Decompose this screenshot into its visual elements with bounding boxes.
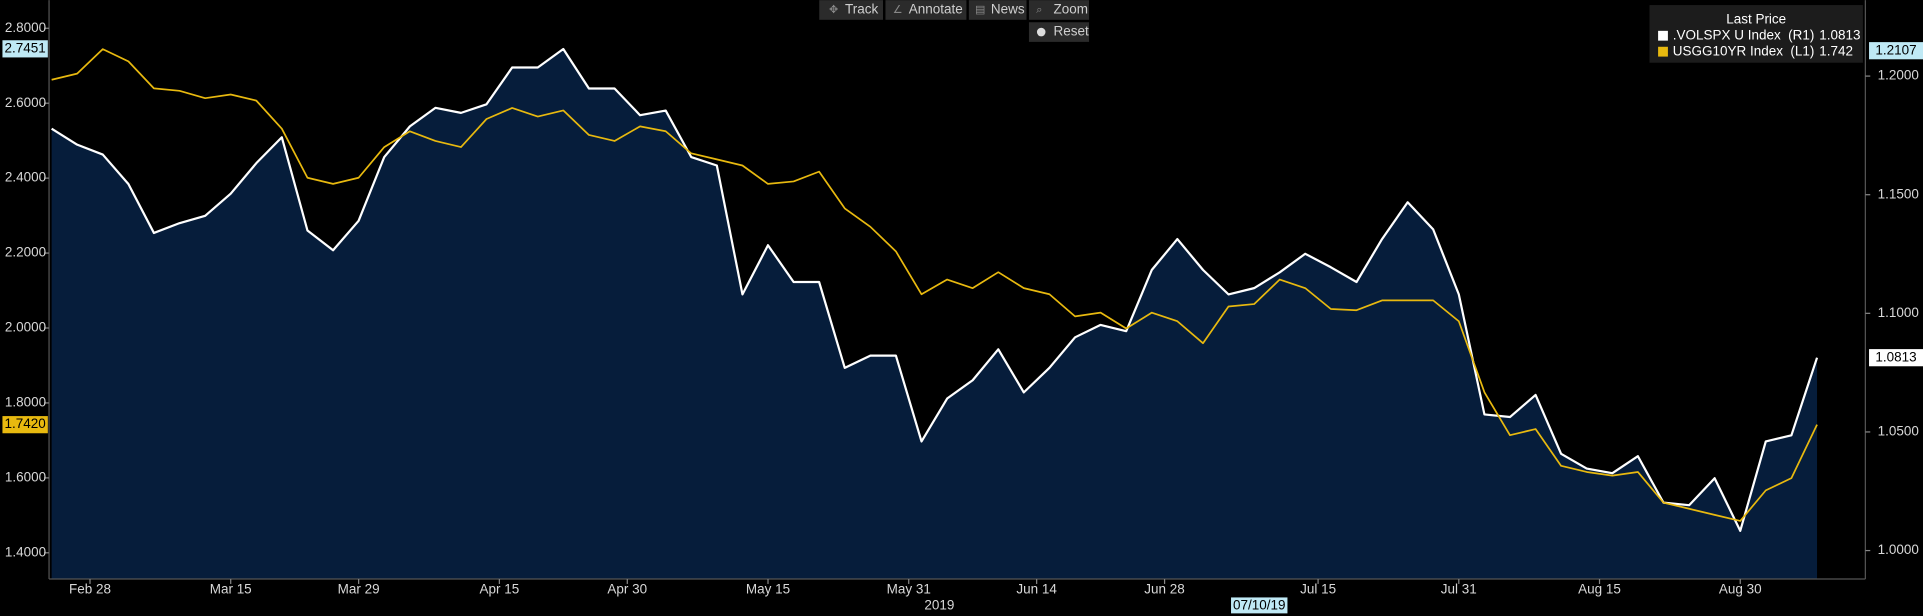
x-tick-label: May 15 bbox=[746, 582, 790, 597]
x-tick-label: Mar 29 bbox=[338, 582, 380, 597]
y2-tick-label: 1.1000 bbox=[1878, 305, 1919, 320]
x-tick-label: Feb 28 bbox=[69, 582, 111, 597]
toolbar: ✥ Track ∠ Annotate ▤ News ⌕ Zoom Reset bbox=[819, 0, 1090, 42]
x-tick-label: Jun 28 bbox=[1144, 582, 1185, 597]
legend-swatch bbox=[1658, 30, 1668, 41]
legend-title: Last Price bbox=[1726, 11, 1786, 26]
x-tick-label: Jul 31 bbox=[1441, 582, 1477, 597]
x-marker-box bbox=[1231, 597, 1288, 614]
annotate-icon: ∠ bbox=[893, 4, 903, 16]
track-icon: ✥ bbox=[829, 4, 838, 16]
reset-button[interactable] bbox=[1028, 22, 1090, 42]
x-marker-label: 07/10/19 bbox=[1233, 598, 1286, 613]
axis-marker-label: 2.7451 bbox=[5, 40, 46, 55]
track-label: Track bbox=[845, 2, 878, 17]
legend-box bbox=[1649, 5, 1863, 63]
news-label: News bbox=[991, 2, 1025, 17]
legend-label: .VOLSPX U Index (R1) 1.0813 bbox=[1673, 27, 1861, 42]
y2-tick-label: 1.0000 bbox=[1878, 542, 1919, 557]
legend-axis-tag: (R1) bbox=[1788, 27, 1814, 42]
legend-name: .VOLSPX U Index bbox=[1673, 27, 1781, 42]
x-tick-label: May 31 bbox=[887, 582, 931, 597]
x-tick-label: Apr 30 bbox=[607, 582, 647, 597]
x-year-label: 2019 bbox=[924, 598, 954, 613]
zoom-label: Zoom bbox=[1053, 2, 1087, 17]
annotate-button[interactable] bbox=[885, 0, 967, 20]
y2-tick-label: 1.1500 bbox=[1878, 186, 1919, 201]
y-tick-label: 1.6000 bbox=[5, 469, 46, 484]
y-tick-label: 1.4000 bbox=[5, 544, 46, 559]
axis-marker-box bbox=[1869, 42, 1923, 60]
axis-marker-label: 1.0813 bbox=[1875, 349, 1916, 364]
y-tick-label: 2.0000 bbox=[5, 320, 46, 335]
x-tick-label: Jun 14 bbox=[1016, 582, 1057, 597]
legend-label: USGG10YR Index (L1) 1.742 bbox=[1673, 43, 1853, 58]
x-tick-label: Aug 30 bbox=[1719, 582, 1762, 597]
line bbox=[51, 48, 1818, 522]
y-tick-label: 2.6000 bbox=[5, 95, 46, 110]
x-tick-label: Mar 15 bbox=[210, 582, 252, 597]
axis-marker-label: 1.7420 bbox=[5, 416, 46, 431]
track-button[interactable] bbox=[819, 0, 884, 20]
legend-swatch bbox=[1658, 46, 1668, 57]
x-tick-label: Jul 15 bbox=[1300, 582, 1336, 597]
zoom-icon: ⌕ bbox=[1036, 4, 1042, 16]
x-tick-label: Aug 15 bbox=[1578, 582, 1621, 597]
area bbox=[51, 48, 1818, 580]
news-icon: ▤ bbox=[975, 4, 985, 16]
legend-last-value: 1.0813 bbox=[1819, 27, 1860, 42]
axis-marker-box bbox=[1869, 349, 1923, 367]
annotate-label: Annotate bbox=[909, 2, 963, 17]
x-tick-label: Apr 15 bbox=[479, 582, 519, 597]
y-tick-label: 1.8000 bbox=[5, 395, 46, 410]
legend-axis-tag: (L1) bbox=[1790, 43, 1814, 58]
axis-marker-label: 1.2107 bbox=[1875, 42, 1916, 57]
y-tick-label: 2.4000 bbox=[5, 170, 46, 185]
reset-label: Reset bbox=[1053, 24, 1088, 39]
reset-icon bbox=[1036, 27, 1046, 37]
legend-name: USGG10YR Index bbox=[1673, 43, 1783, 58]
y-tick-label: 2.8000 bbox=[5, 20, 46, 35]
axis-marker-box bbox=[2, 40, 48, 58]
axis-marker-box bbox=[2, 416, 48, 434]
zoom-button[interactable] bbox=[1028, 0, 1090, 20]
y2-tick-label: 1.2000 bbox=[1878, 68, 1919, 83]
legend-last-value: 1.742 bbox=[1819, 43, 1853, 58]
y-tick-label: 2.2000 bbox=[5, 245, 46, 260]
news-button[interactable] bbox=[968, 0, 1027, 20]
line bbox=[51, 47, 1819, 532]
legend: Last Price .VOLSPX U Index (R1) 1.0813USGG… bbox=[1649, 5, 1863, 63]
y2-tick-label: 1.0500 bbox=[1878, 424, 1919, 439]
